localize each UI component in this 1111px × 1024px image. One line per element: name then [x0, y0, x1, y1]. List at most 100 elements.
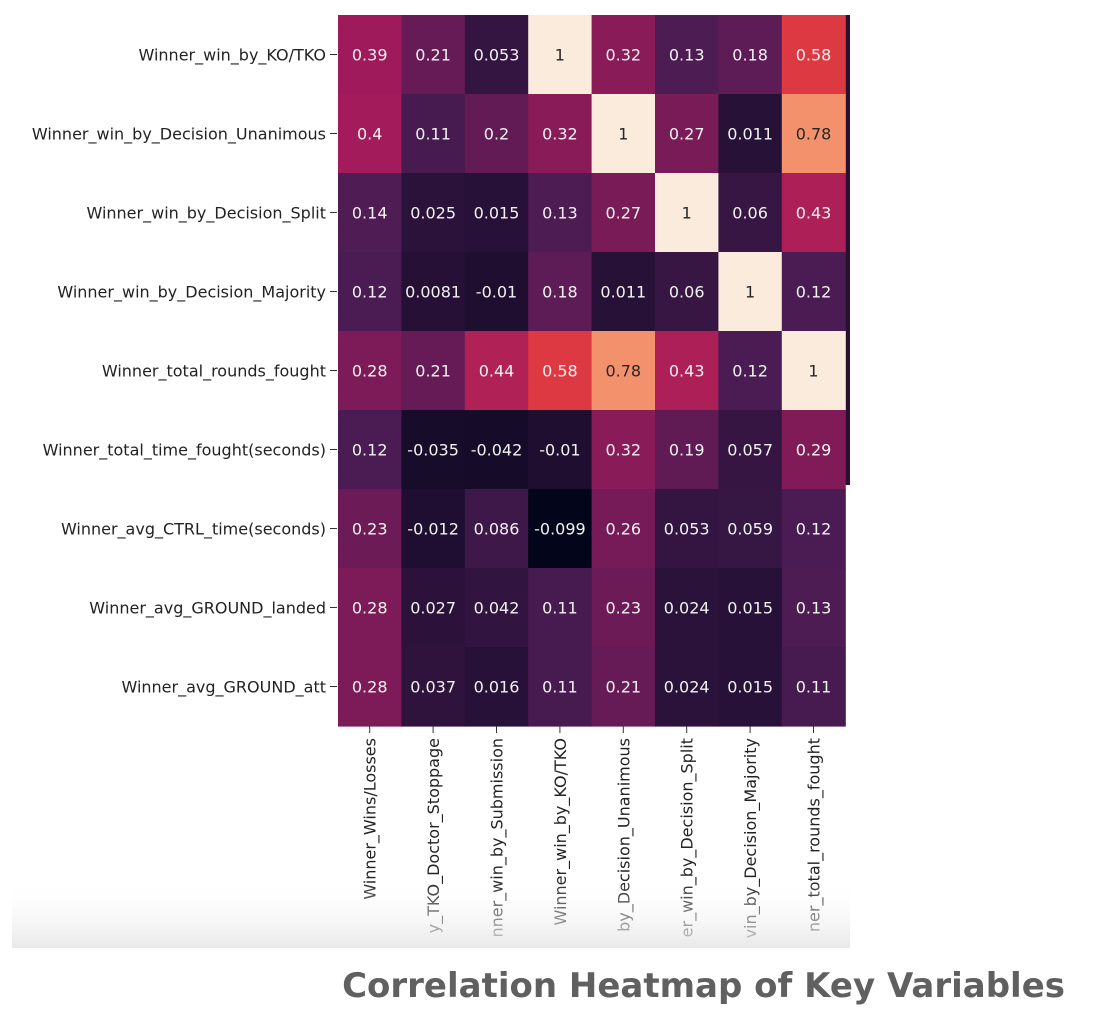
heatmap-cell [781, 173, 846, 253]
heatmap-cell [781, 331, 846, 411]
heatmap-cell [464, 489, 529, 569]
cell-value-label: 0.13 [542, 204, 578, 223]
cell-value-label: 0.26 [605, 520, 641, 539]
heatmap-cell [591, 252, 656, 332]
heatmap-cell [591, 489, 656, 569]
heatmap-cell [401, 252, 466, 332]
cell-value-label: 0.0081 [405, 283, 461, 302]
row-label: Winner_win_by_KO/TKO [139, 46, 327, 66]
heatmap-cell [464, 410, 529, 490]
cell-value-label: 0.11 [542, 678, 578, 697]
cell-value-label: 0.024 [664, 678, 710, 697]
cell-value-label: 0.06 [669, 283, 705, 302]
heatmap-cell [401, 331, 466, 411]
heatmap-cell [655, 489, 719, 569]
heatmap-cell [401, 410, 466, 490]
heatmap-cell [718, 489, 783, 569]
cell-value-label: 0.44 [479, 362, 515, 381]
cell-value-label: 0.015 [727, 599, 773, 618]
cell-value-label: 0.18 [542, 283, 578, 302]
heatmap-cell [718, 647, 783, 727]
cell-value-label: -0.099 [534, 520, 586, 539]
cell-value-label: 0.58 [542, 362, 578, 381]
heatmap-cell [781, 252, 846, 332]
heatmap-cell [401, 489, 466, 569]
cell-value-label: 0.2 [484, 125, 509, 144]
heatmap-cell [718, 331, 783, 411]
heatmap-cell [464, 94, 529, 174]
row-label: Winner_win_by_Decision_Unanimous [32, 125, 326, 145]
bottom-fade-overlay [12, 880, 850, 948]
row-label: Winner_total_rounds_fought [102, 362, 326, 382]
heatmap-cell [655, 568, 719, 648]
cell-value-label: -0.01 [476, 283, 517, 302]
cell-value-label: 0.12 [796, 520, 832, 539]
heatmap-cell [338, 489, 402, 569]
right-edge-strip [845, 15, 850, 485]
heatmap-cell [781, 568, 846, 648]
heatmap-cell [338, 94, 402, 174]
heatmap-cell [591, 15, 656, 95]
heatmap-cell [464, 568, 529, 648]
cell-value-label: 0.12 [352, 441, 388, 460]
cell-value-label: 0.28 [352, 599, 388, 618]
cell-value-label: -0.042 [471, 441, 523, 460]
heatmap-cell [655, 94, 719, 174]
heatmap-cell [464, 173, 529, 253]
cell-value-label: 0.015 [727, 678, 773, 697]
cell-value-label: 0.11 [796, 678, 832, 697]
cell-value-label: 1 [618, 125, 628, 144]
heatmap-cell [528, 568, 593, 648]
heatmap-cell [655, 410, 719, 490]
heatmap-cell [401, 568, 466, 648]
cell-value-label: 0.43 [669, 362, 705, 381]
cell-value-label: 0.027 [410, 599, 456, 618]
cell-value-label: 0.12 [796, 283, 832, 302]
cell-value-label: 0.28 [352, 362, 388, 381]
cell-value-label: 0.27 [669, 125, 705, 144]
heatmap-cell [591, 647, 656, 727]
heatmap-cell [781, 489, 846, 569]
cell-value-label: 0.12 [352, 283, 388, 302]
heatmap-cell [401, 94, 466, 174]
cell-value-label: 0.4 [357, 125, 382, 144]
heatmap-cell [591, 410, 656, 490]
cell-value-label: 0.11 [542, 599, 578, 618]
heatmap-cells [338, 15, 846, 727]
cell-value-label: 0.23 [352, 520, 388, 539]
cell-value-label: 0.28 [352, 678, 388, 697]
cell-value-label: 0.016 [474, 678, 520, 697]
cell-value-label: 0.14 [352, 204, 388, 223]
heatmap-cell [591, 173, 656, 253]
cell-value-label: 0.78 [796, 125, 832, 144]
heatmap-cell [781, 647, 846, 727]
cell-value-label: 1 [682, 204, 692, 223]
heatmap-cell [464, 647, 529, 727]
heatmap-cell [718, 568, 783, 648]
cell-value-label: 0.32 [605, 46, 641, 65]
cell-value-label: 0.27 [605, 204, 641, 223]
cell-value-label: 0.06 [732, 204, 768, 223]
cell-value-label: 0.059 [727, 520, 773, 539]
cell-value-label: 0.32 [605, 441, 641, 460]
cell-value-label: 0.21 [415, 46, 451, 65]
heatmap-cell [591, 331, 656, 411]
cell-value-label: 0.053 [664, 520, 710, 539]
row-label: Winner_win_by_Decision_Split [86, 204, 326, 224]
heatmap-cell [718, 94, 783, 174]
cell-value-label: 0.58 [796, 46, 832, 65]
cell-value-label: 0.12 [732, 362, 768, 381]
heatmap-cell [338, 331, 402, 411]
cell-value-label: 0.29 [796, 441, 832, 460]
cell-value-label: 0.21 [415, 362, 451, 381]
cell-value-label: 0.39 [352, 46, 388, 65]
cell-value-label: 0.19 [669, 441, 705, 460]
heatmap-cell [338, 568, 402, 648]
heatmap-cell [655, 173, 719, 253]
cell-value-label: 0.024 [664, 599, 710, 618]
heatmap-cell [655, 647, 719, 727]
heatmap-cell-labels: 0.39 0.21 0.053 1 0.32 0.13 0.18 0.580.4 0.11 0.2… [352, 46, 831, 697]
heatmap-cell [528, 331, 593, 411]
col-label: Winner_Wins/Losses [361, 738, 381, 900]
cell-value-label: 0.21 [605, 678, 641, 697]
